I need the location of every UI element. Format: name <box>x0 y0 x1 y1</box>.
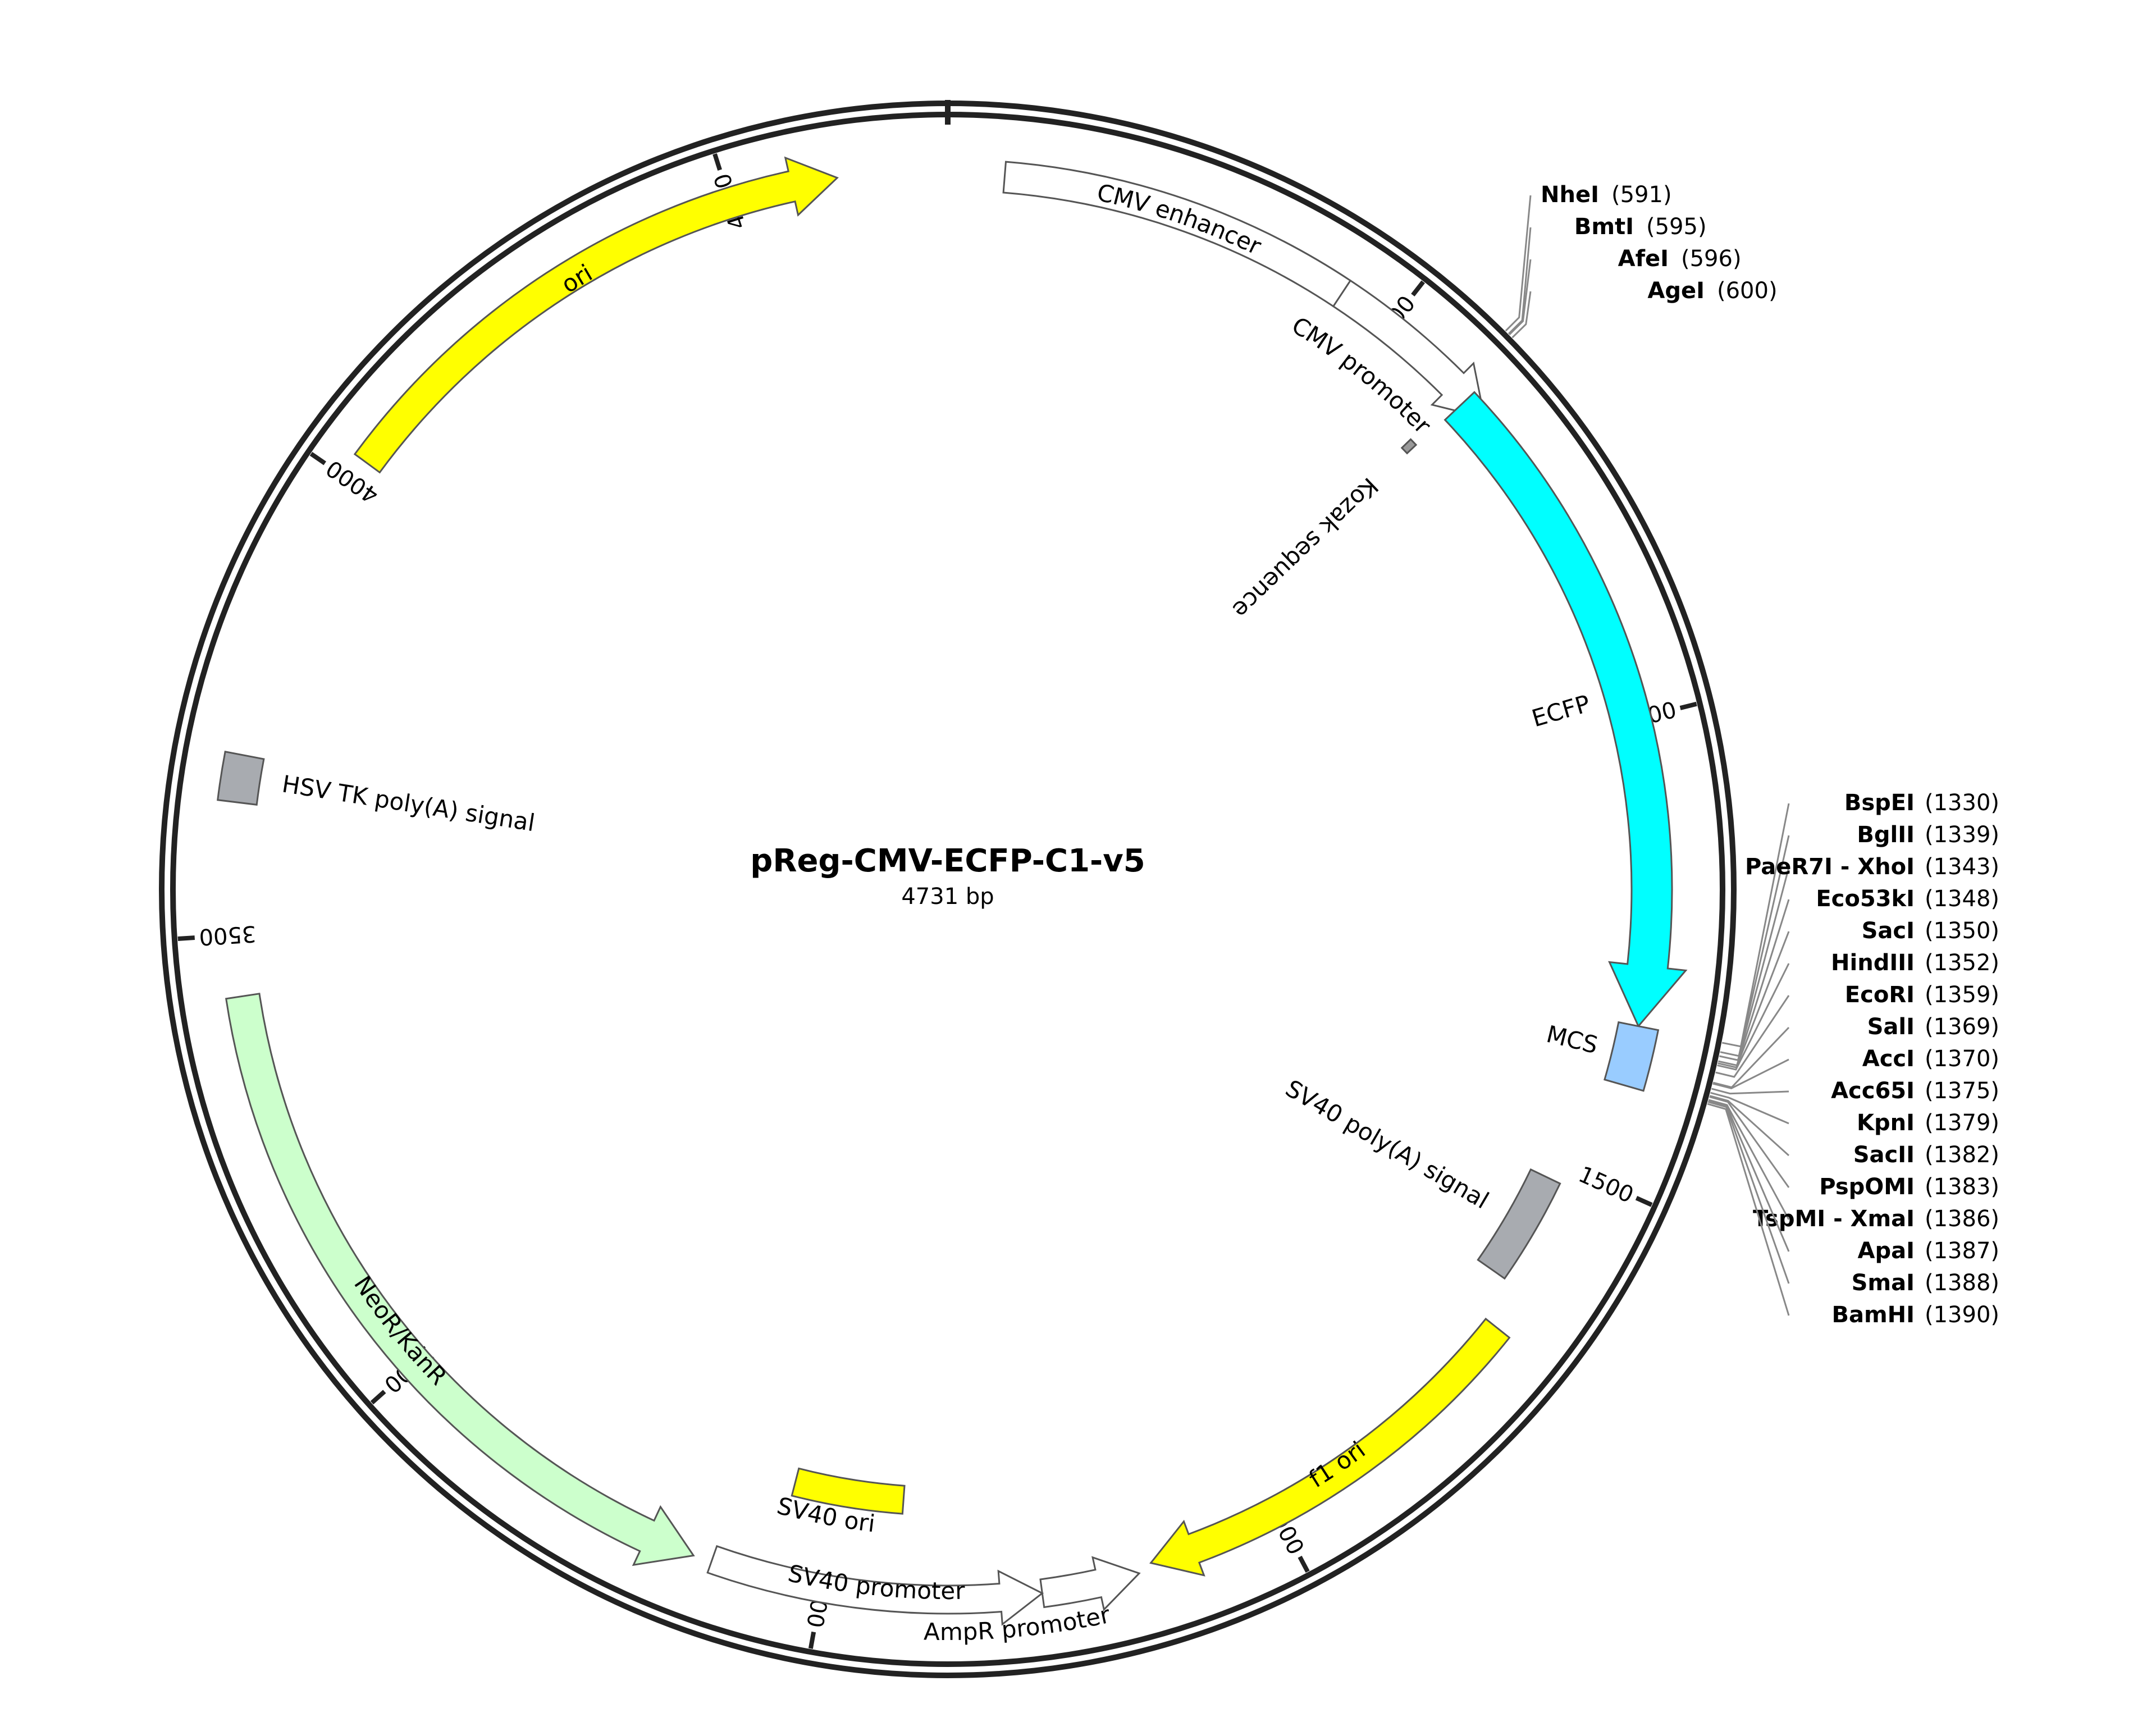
plasmid-length: 4731 bp <box>901 884 994 910</box>
site-name-sali[interactable]: SalI <box>1867 1014 1915 1040</box>
feature-label-cmv-enhancer: CMV enhancer <box>1095 178 1266 260</box>
site-name-bamhi[interactable]: BamHI <box>1831 1302 1915 1328</box>
site-leader-smai <box>1707 1101 1790 1284</box>
site-name-acci[interactable]: AccI <box>1862 1046 1915 1072</box>
site-position-bamhi: (1390) <box>1925 1302 1999 1328</box>
feature-sv40-ori[interactable] <box>791 1467 906 1515</box>
site-leader-bamhi <box>1707 1103 1790 1316</box>
site-position-acci: (1370) <box>1925 1046 1999 1072</box>
tick-mark-1000 <box>1679 701 1697 710</box>
feature-hsv-tk-polya[interactable] <box>217 751 265 806</box>
site-position-bspei: (1330) <box>1925 790 1999 816</box>
feature-label-mcs: MCS <box>1544 1020 1601 1059</box>
site-leader-afei <box>1509 259 1532 335</box>
site-position-afei: (596) <box>1681 246 1742 272</box>
site-position-sali: (1369) <box>1925 1014 1999 1040</box>
feature-label-sv40-polya: SV40 poly(A) signal <box>1281 1074 1493 1214</box>
feature-ori[interactable] <box>353 156 839 474</box>
site-name-ecori[interactable]: EcoRI <box>1845 982 1915 1008</box>
site-name-pspomi[interactable]: PspOMI <box>1819 1174 1915 1200</box>
restriction-sites: NheI (591) BmtI (595) AfeI (596) AgeI (600) BspE… <box>1505 182 1999 1328</box>
site-leader-sacii <box>1709 1095 1790 1157</box>
site-leader-bmti <box>1508 227 1532 335</box>
tick-mark-4000 <box>309 451 326 465</box>
plasmid-backbone <box>159 100 1737 1678</box>
site-name-eco53ki[interactable]: Eco53kI <box>1816 886 1915 912</box>
site-name-afei[interactable]: AfeI <box>1618 246 1669 272</box>
site-name-kpni[interactable]: KpnI <box>1857 1110 1915 1136</box>
site-name-acc65i[interactable]: Acc65I <box>1831 1078 1915 1104</box>
feature-label-hsv-tk-polya: HSV TK poly(A) signal <box>280 770 537 837</box>
site-name-bmti[interactable]: BmtI <box>1574 214 1634 240</box>
tick-mark-2000 <box>1298 1555 1310 1573</box>
site-leader-ecori <box>1715 995 1790 1078</box>
site-name-paer7i-xhoi[interactable]: PaeR7I - XhoI <box>1745 854 1915 880</box>
tick-mark-500 <box>1411 280 1425 297</box>
site-position-tspmi-xmai: (1386) <box>1925 1206 1999 1232</box>
tick-mark-1500 <box>1635 1196 1653 1207</box>
feature-label-ecfp: ECFP <box>1529 689 1593 732</box>
tick-mark-4500 <box>712 153 722 171</box>
site-leader-acc65i <box>1711 1088 1789 1095</box>
tick-label-1500: 1500 <box>1574 1162 1637 1209</box>
site-position-kpni: (1379) <box>1925 1110 1999 1136</box>
site-position-smai: (1388) <box>1925 1270 1999 1296</box>
site-leader-agei <box>1511 291 1532 339</box>
site-position-acc65i: (1375) <box>1925 1078 1999 1104</box>
site-leader-acci <box>1712 1058 1789 1089</box>
feature-kozak[interactable] <box>1400 438 1418 455</box>
site-leader-tspmi-xmai <box>1708 1099 1790 1220</box>
site-leader-hindiii <box>1717 963 1790 1071</box>
site-leader-nhei <box>1505 195 1532 332</box>
site-name-apai[interactable]: ApaI <box>1858 1238 1915 1264</box>
site-position-ecori: (1359) <box>1925 982 1999 1008</box>
site-position-pspomi: (1383) <box>1925 1174 1999 1200</box>
feature-mcs[interactable] <box>1604 1021 1660 1092</box>
site-position-bmti: (595) <box>1646 214 1707 240</box>
site-name-nhei[interactable]: NheI <box>1541 182 1599 208</box>
feature-sv40-polya[interactable] <box>1477 1168 1561 1280</box>
site-position-hindiii: (1352) <box>1925 950 1999 976</box>
site-name-smai[interactable]: SmaI <box>1852 1270 1915 1296</box>
tick-mark-3500 <box>177 935 195 941</box>
center-labels: pReg-CMV-ECFP-C1-v5 4731 bp <box>750 843 1145 910</box>
site-name-bspei[interactable]: BspEI <box>1844 790 1915 816</box>
site-position-nhei: (591) <box>1611 182 1672 208</box>
plasmid-name: pReg-CMV-ECFP-C1-v5 <box>750 843 1145 879</box>
tick-mark-2500 <box>808 1631 816 1649</box>
site-leader-kpni <box>1710 1091 1789 1125</box>
site-name-saci[interactable]: SacI <box>1862 918 1915 944</box>
site-name-agei[interactable]: AgeI <box>1647 278 1705 304</box>
feature-neor-kanr[interactable] <box>225 993 695 1566</box>
feature-ampr-promoter[interactable] <box>1039 1556 1141 1611</box>
site-name-sacii[interactable]: SacII <box>1853 1142 1915 1168</box>
tick-label-3500: 3500 <box>198 920 257 949</box>
site-position-agei: (600) <box>1717 278 1778 304</box>
site-name-bglii[interactable]: BglII <box>1857 822 1915 848</box>
site-leader-pspomi <box>1709 1096 1790 1188</box>
site-position-saci: (1350) <box>1925 918 1999 944</box>
feature-label-kozak: Kozak sequence <box>1227 472 1384 624</box>
feature-f1-ori[interactable] <box>1149 1317 1511 1577</box>
site-position-apai: (1387) <box>1925 1238 1999 1264</box>
tick-mark-3000 <box>370 1390 386 1405</box>
site-position-eco53ki: (1348) <box>1925 886 1999 912</box>
feature-sv40-promoter[interactable] <box>706 1545 1044 1626</box>
site-name-tspmi-xmai[interactable]: TspMI - XmaI <box>1753 1206 1915 1232</box>
site-leader-apai <box>1708 1100 1790 1252</box>
site-position-paer7i-xhoi: (1343) <box>1925 854 1999 880</box>
site-name-hindiii[interactable]: HindIII <box>1831 950 1915 976</box>
site-position-bglii: (1339) <box>1925 822 1999 848</box>
site-position-sacii: (1382) <box>1925 1142 1999 1168</box>
